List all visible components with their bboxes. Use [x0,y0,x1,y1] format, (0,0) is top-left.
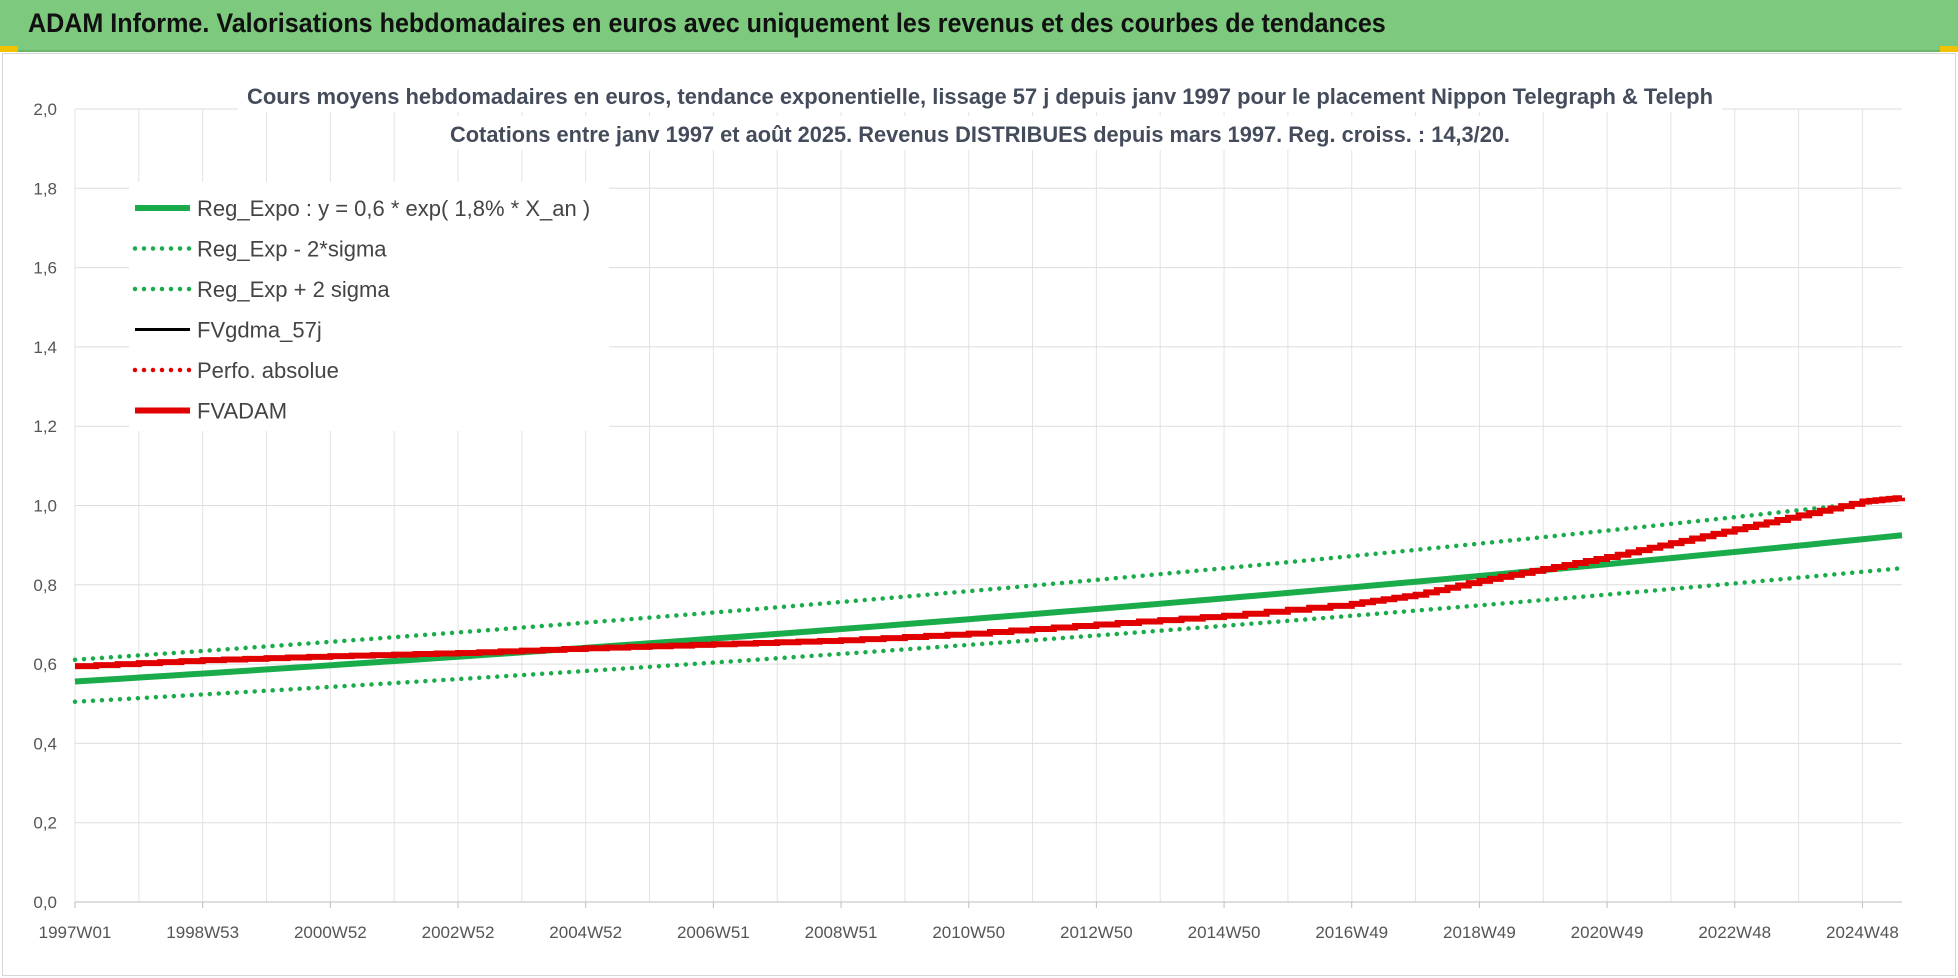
x-tick-label: 2020W49 [1571,923,1644,942]
x-tick-label: 2022W48 [1698,923,1771,942]
chart-subtitle: Cotations entre janv 1997 et août 2025. … [450,122,1510,147]
legend-label: FVADAM [197,399,287,424]
corner-marker-left [0,46,18,52]
y-tick-label: 0,4 [33,734,57,753]
series-line-3 [72,496,1905,662]
chart-title: Cours moyens hebdomadaires en euros, ten… [247,84,1713,109]
chart-frame [2,53,1956,976]
header-banner: ADAM Informe. Valorisations hebdomadaire… [0,0,1958,52]
x-tick-label: 2006W51 [677,923,750,942]
y-tick-label: 1,2 [33,417,57,436]
series-line-6 [75,495,1905,670]
x-tick-label: 2012W50 [1060,923,1133,942]
series-line-2 [72,565,1905,705]
chart-title-block: Cours moyens hebdomadaires en euros, ten… [238,78,1722,150]
y-tick-label: 0,8 [33,576,57,595]
x-tick-label: 2002W52 [422,923,495,942]
page-title: ADAM Informe. Valorisations hebdomadaire… [28,8,1386,38]
series-line-1 [74,532,1903,685]
x-tick-label: 2000W52 [294,923,367,942]
y-tick-label: 1,0 [33,497,57,516]
legend-label: Reg_Exp + 2 sigma [197,277,390,302]
legend-label: Perfo. absolue [197,358,339,383]
x-tick-label: 1997W01 [39,923,112,942]
legend-label: FVgdma_57j [197,318,322,343]
y-tick-label: 1,6 [33,259,57,278]
y-tick-label: 0,2 [33,814,57,833]
legend-label: Reg_Exp - 2*sigma [197,237,387,262]
x-tick-label: 2010W50 [932,923,1005,942]
x-tick-label: 2024W48 [1826,923,1899,942]
x-tick-label: 1998W53 [166,923,239,942]
y-tick-label: 1,4 [33,338,57,357]
x-tick-label: 2008W51 [805,923,878,942]
x-tick-label: 2014W50 [1188,923,1261,942]
x-tick-label: 2016W49 [1315,923,1388,942]
x-tick-label: 2004W52 [549,923,622,942]
y-tick-label: 0,6 [33,655,57,674]
chart-title-background [238,78,1722,112]
y-axis-ticks: 0,0 0,2 0,4 0,6 0,8 1,0 1,2 1,4 1,6 1,8 2,0 [33,100,57,912]
legend-background [129,182,609,431]
x-tick-label: 2018W49 [1443,923,1516,942]
y-tick-label: 1,8 [33,179,57,198]
legend-label: Reg_Expo : y = 0,6 * exp( 1,8% * X_an ) [197,196,590,221]
chart-subtitle-background [440,116,1520,150]
corner-marker-right [1940,46,1958,52]
y-tick-label: 2,0 [33,100,57,119]
y-tick-label: 0,0 [33,893,57,912]
x-axis-ticks: 1997W01 1998W53 2000W52 2002W52 2004W52 2006W… [39,902,1899,942]
series-lines [72,495,1905,705]
legend: Reg_Expo : y = 0,6 * exp( 1,8% * X_an ) R… [129,182,609,431]
